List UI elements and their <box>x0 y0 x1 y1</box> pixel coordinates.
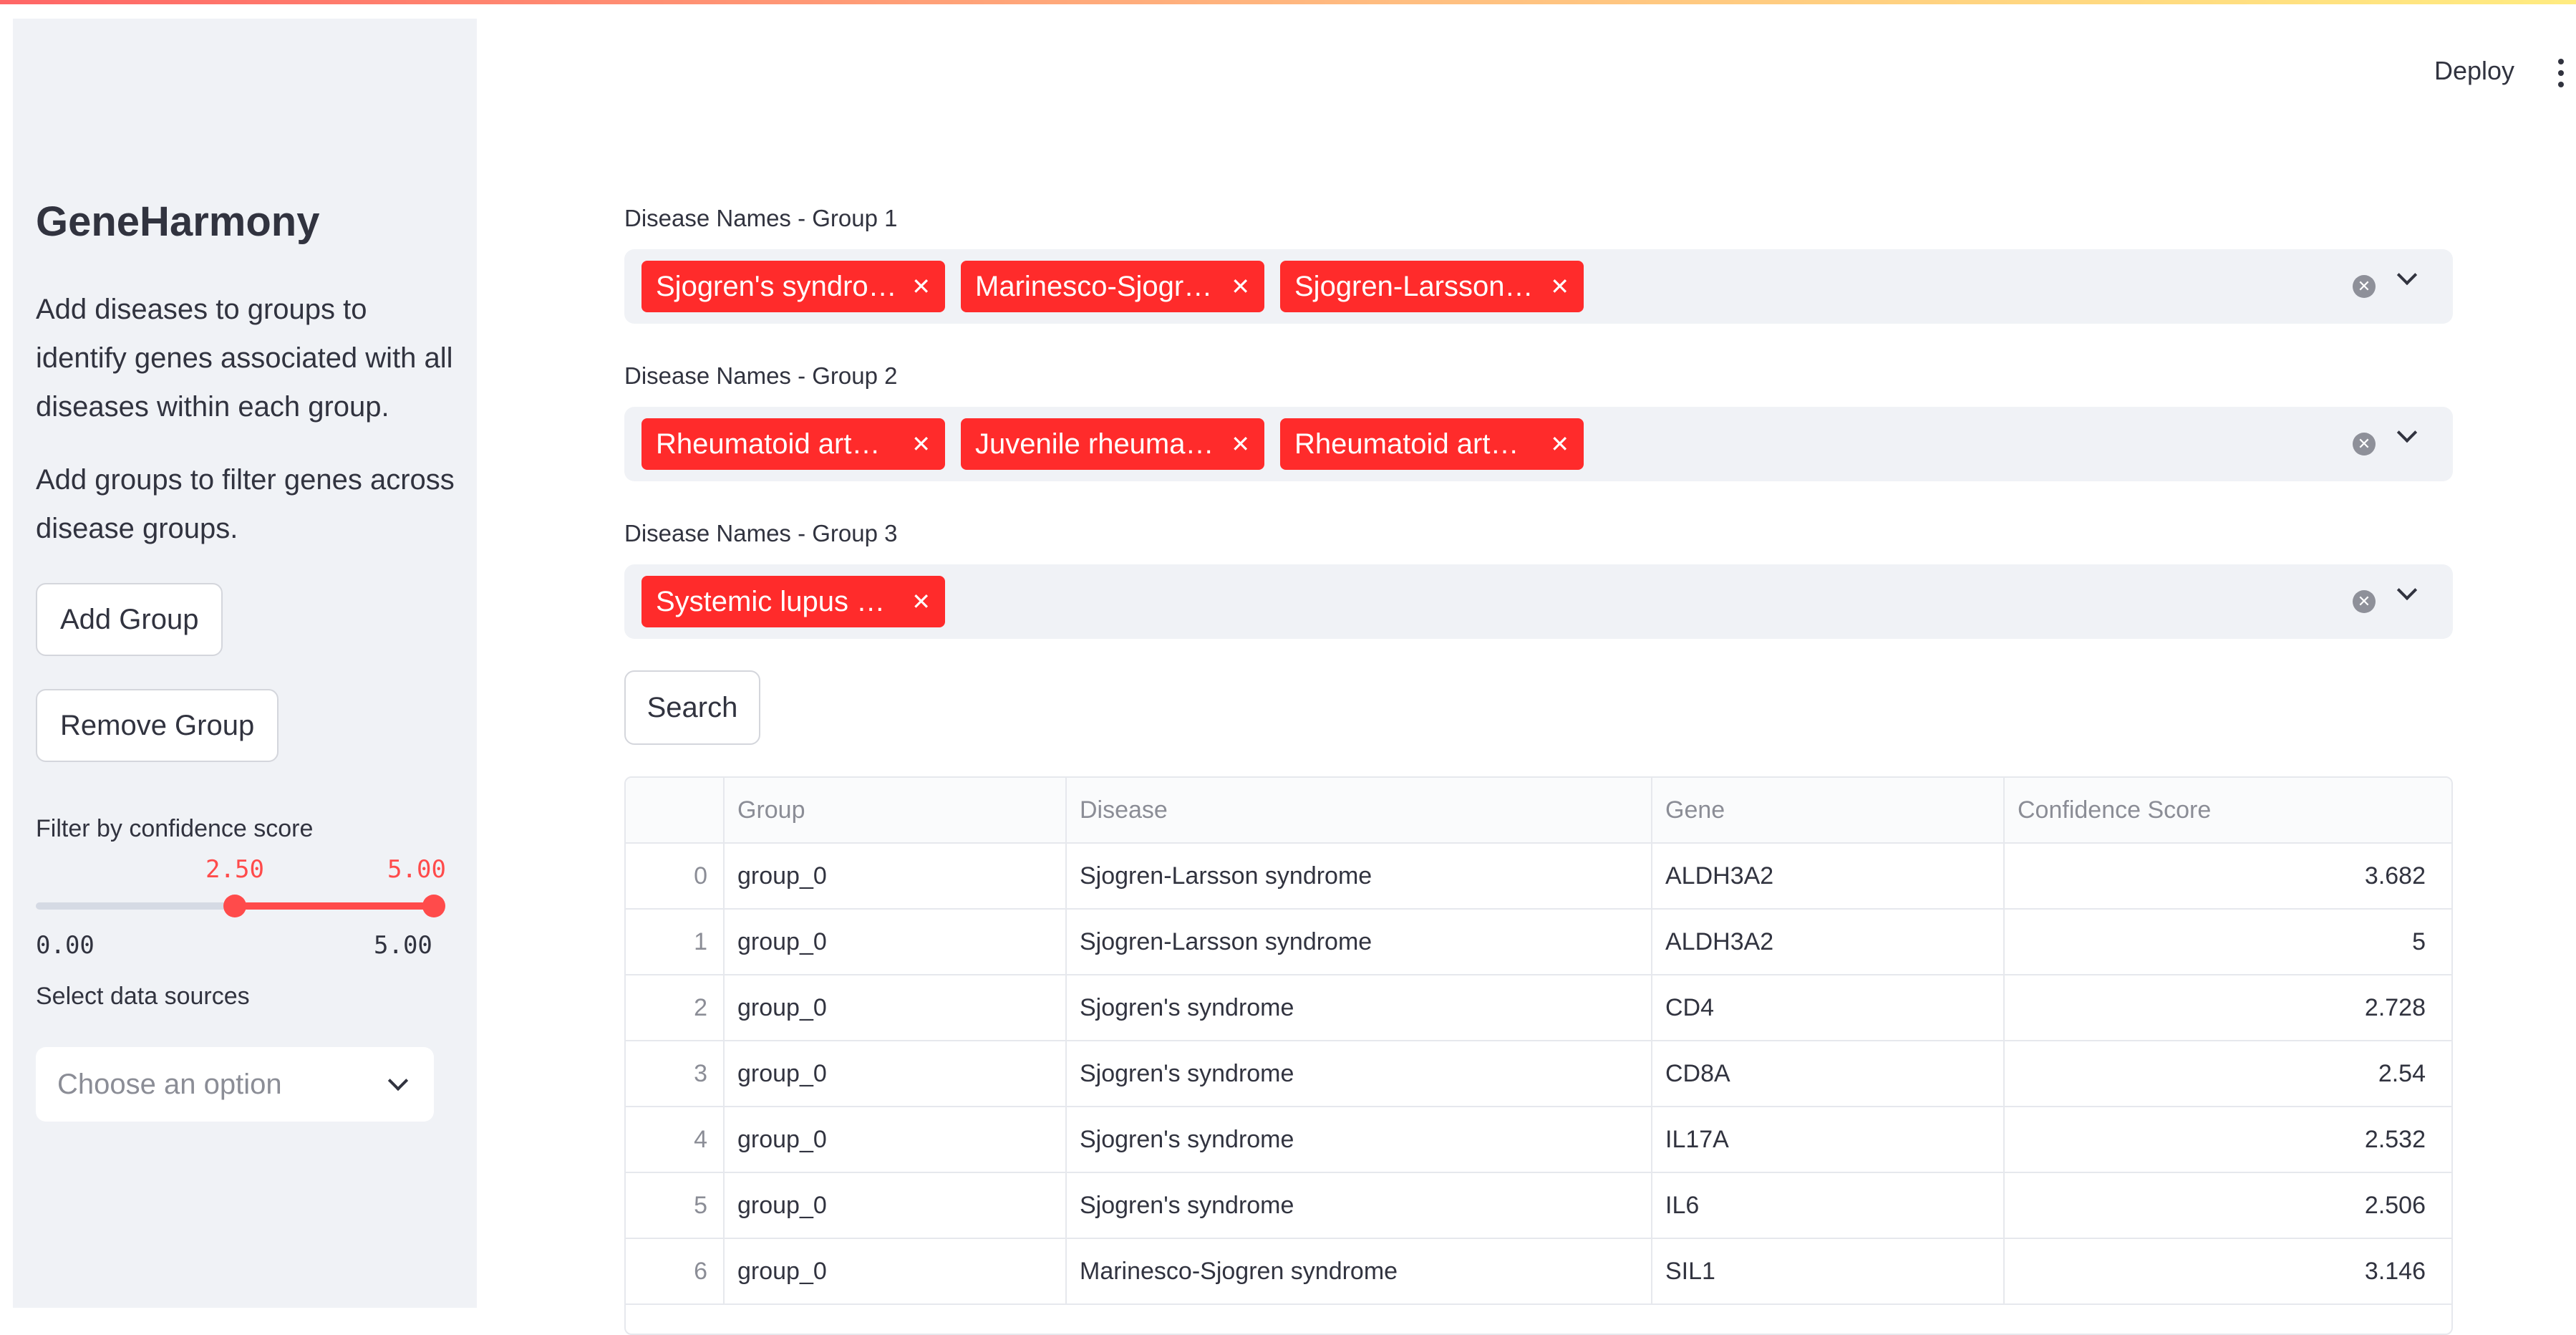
remove-chip-icon[interactable]: ✕ <box>911 431 931 457</box>
column-header-group[interactable]: Group <box>724 778 1067 844</box>
disease-chip[interactable]: Sjogren-Larsson … ✕ <box>1280 261 1584 312</box>
cell-gene[interactable]: CD4 <box>1652 975 2005 1041</box>
cell-score[interactable]: 3.146 <box>2004 1238 2451 1305</box>
clear-all-icon[interactable]: ✕ <box>2353 433 2376 456</box>
cell-disease[interactable]: Sjogren's syndrome <box>1066 1107 1652 1173</box>
remove-chip-icon[interactable]: ✕ <box>1231 274 1250 299</box>
cell-disease[interactable]: Sjogren-Larsson syndrome <box>1066 909 1652 975</box>
search-button[interactable]: Search <box>624 670 760 745</box>
cell-group[interactable]: group_0 <box>724 1172 1067 1239</box>
cell-group[interactable]: group_0 <box>724 975 1067 1041</box>
cell-gene[interactable]: CD8A <box>1652 1041 2005 1107</box>
table-row[interactable]: 5 group_0 Sjogren's syndrome IL6 2.506 <box>626 1172 2451 1239</box>
table-row[interactable]: 0 group_0 Sjogren-Larsson syndrome ALDH3… <box>626 843 2451 910</box>
remove-chip-icon[interactable]: ✕ <box>1550 274 1569 299</box>
cell-disease[interactable]: Marinesco-Sjogren syndrome <box>1066 1238 1652 1305</box>
chevron-down-icon[interactable] <box>2396 264 2418 286</box>
remove-chip-icon[interactable]: ✕ <box>1550 431 1569 457</box>
row-index: 5 <box>626 1172 725 1239</box>
deploy-button[interactable]: Deploy <box>2434 56 2515 85</box>
main-menu-icon[interactable] <box>2557 59 2565 87</box>
add-group-button[interactable]: Add Group <box>36 583 223 656</box>
row-index: 6 <box>626 1238 725 1305</box>
cell-disease[interactable]: Sjogren's syndrome <box>1066 1041 1652 1107</box>
cell-score[interactable]: 3.682 <box>2004 843 2451 910</box>
confidence-slider-range <box>235 902 434 910</box>
cell-score[interactable]: 2.506 <box>2004 1172 2451 1239</box>
cell-group[interactable]: group_0 <box>724 843 1067 910</box>
group-3-multiselect[interactable]: Systemic lupus e… ✕ ✕ <box>624 564 2453 639</box>
row-index: 4 <box>626 1107 725 1173</box>
slider-min-label: 0.00 <box>36 931 95 960</box>
cell-gene[interactable]: IL17A <box>1652 1107 2005 1173</box>
table-row[interactable]: 2 group_0 Sjogren's syndrome CD4 2.728 <box>626 975 2451 1041</box>
cell-disease[interactable]: Sjogren's syndrome <box>1066 1172 1652 1239</box>
slider-high-value: 5.00 <box>387 855 446 884</box>
row-index: 3 <box>626 1041 725 1107</box>
column-header-index[interactable] <box>626 778 725 844</box>
remove-chip-icon[interactable]: ✕ <box>911 589 931 615</box>
remove-chip-icon[interactable]: ✕ <box>911 274 931 299</box>
cell-group[interactable]: group_0 <box>724 909 1067 975</box>
cell-group[interactable]: group_0 <box>724 1107 1067 1173</box>
slider-max-label: 5.00 <box>374 931 432 960</box>
clear-all-icon[interactable]: ✕ <box>2353 275 2376 298</box>
table-row[interactable]: 3 group_0 Sjogren's syndrome CD8A 2.54 <box>626 1041 2451 1107</box>
group-1-label: Disease Names - Group 1 <box>624 205 898 231</box>
chevron-down-icon[interactable] <box>2396 579 2418 601</box>
disease-chip[interactable]: Sjogren's syndro… ✕ <box>641 261 945 312</box>
sidebar: GeneHarmony Add diseases to groups to id… <box>13 19 477 1308</box>
cell-score[interactable]: 5 <box>2004 909 2451 975</box>
slider-low-thumb[interactable] <box>223 895 246 917</box>
cell-gene[interactable]: IL6 <box>1652 1172 2005 1239</box>
cell-disease[interactable]: Sjogren's syndrome <box>1066 975 1652 1041</box>
cell-gene[interactable]: ALDH3A2 <box>1652 909 2005 975</box>
row-index: 1 <box>626 909 725 975</box>
column-header-confidence-score[interactable]: Confidence Score <box>2004 778 2451 844</box>
group-1-multiselect[interactable]: Sjogren's syndro… ✕ Marinesco-Sjogr… ✕ Sjo… <box>624 249 2453 324</box>
disease-chip[interactable]: Rheumatoid art… ✕ <box>641 418 945 470</box>
top-decoration-bar <box>0 0 2576 4</box>
chevron-down-icon <box>387 1070 409 1091</box>
table-row[interactable]: 1 group_0 Sjogren-Larsson syndrome ALDH3… <box>626 909 2451 975</box>
row-index: 2 <box>626 975 725 1041</box>
row-index: 0 <box>626 843 725 910</box>
table-header-row: Group Disease Gene Confidence Score <box>626 778 2451 844</box>
column-header-disease[interactable]: Disease <box>1066 778 1652 844</box>
disease-chip[interactable]: Marinesco-Sjogr… ✕ <box>961 261 1264 312</box>
disease-chip[interactable]: Systemic lupus e… ✕ <box>641 576 945 627</box>
cell-disease[interactable]: Sjogren-Larsson syndrome <box>1066 843 1652 910</box>
data-sources-select[interactable]: Choose an option <box>36 1047 434 1122</box>
cell-group[interactable]: group_0 <box>724 1041 1067 1107</box>
cell-score[interactable]: 2.54 <box>2004 1041 2451 1107</box>
data-sources-placeholder: Choose an option <box>57 1068 282 1100</box>
remove-chip-icon[interactable]: ✕ <box>1231 431 1250 457</box>
table-row[interactable]: 4 group_0 Sjogren's syndrome IL17A 2.532 <box>626 1107 2451 1173</box>
chevron-down-icon[interactable] <box>2396 422 2418 443</box>
confidence-slider-track[interactable] <box>36 895 445 917</box>
disease-chip[interactable]: Rheumatoid art… ✕ <box>1280 418 1584 470</box>
sidebar-description-groups: Add groups to filter genes across diseas… <box>36 464 455 544</box>
filter-label: Filter by confidence score <box>36 815 314 842</box>
clear-all-icon[interactable]: ✕ <box>2353 590 2376 613</box>
table-row[interactable]: 6 group_0 Marinesco-Sjogren syndrome SIL… <box>626 1238 2451 1305</box>
disease-chip[interactable]: Juvenile rheuma… ✕ <box>961 418 1264 470</box>
sidebar-description: Add diseases to groups to identify genes… <box>36 294 453 423</box>
results-table[interactable]: Group Disease Gene Confidence Score 0 gr… <box>624 776 2453 1335</box>
data-sources-label: Select data sources <box>36 983 250 1010</box>
slider-high-thumb[interactable] <box>422 895 445 917</box>
slider-low-value: 2.50 <box>205 855 264 884</box>
cell-gene[interactable]: SIL1 <box>1652 1238 2005 1305</box>
app-title: GeneHarmony <box>36 198 320 245</box>
cell-score[interactable]: 2.728 <box>2004 975 2451 1041</box>
group-3-label: Disease Names - Group 3 <box>624 520 898 546</box>
group-2-multiselect[interactable]: Rheumatoid art… ✕ Juvenile rheuma… ✕ Rheum… <box>624 407 2453 481</box>
column-header-gene[interactable]: Gene <box>1652 778 2005 844</box>
remove-group-button[interactable]: Remove Group <box>36 689 279 762</box>
cell-group[interactable]: group_0 <box>724 1238 1067 1305</box>
group-2-label: Disease Names - Group 2 <box>624 362 898 389</box>
cell-score[interactable]: 2.532 <box>2004 1107 2451 1173</box>
cell-gene[interactable]: ALDH3A2 <box>1652 843 2005 910</box>
